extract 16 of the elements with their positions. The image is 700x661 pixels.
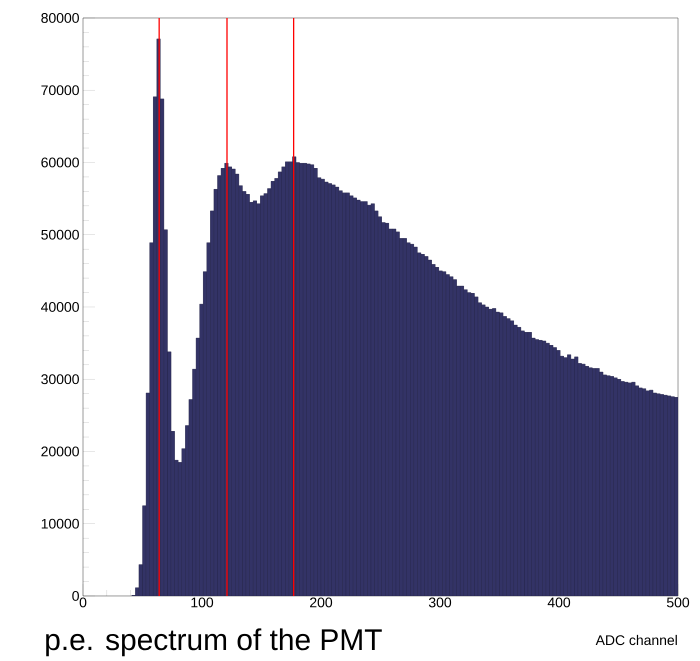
- x-tick-label: 400: [548, 597, 570, 608]
- x-tick-label: 200: [310, 597, 332, 608]
- text: p.e. spectrum of the PMT: [46, 628, 382, 656]
- y-tick-label: 70000: [41, 85, 79, 96]
- y-tick-label: 80000: [41, 13, 79, 23]
- y-tick-label: 60000: [41, 158, 79, 168]
- y-tick-label: 10000: [42, 518, 79, 529]
- y-tick-label: 40000: [41, 302, 79, 312]
- x-axis-title: ADC channel: [596, 634, 677, 646]
- x-tick-label: 500: [666, 597, 690, 608]
- x-tick-label: 100: [191, 597, 214, 608]
- x-tick-label: 300: [428, 597, 452, 608]
- y-tick-label: 20000: [41, 446, 79, 456]
- x-tick-label: 0: [80, 597, 86, 608]
- y-tick-label: 30000: [41, 374, 79, 384]
- y-tick-label: 50000: [41, 230, 79, 240]
